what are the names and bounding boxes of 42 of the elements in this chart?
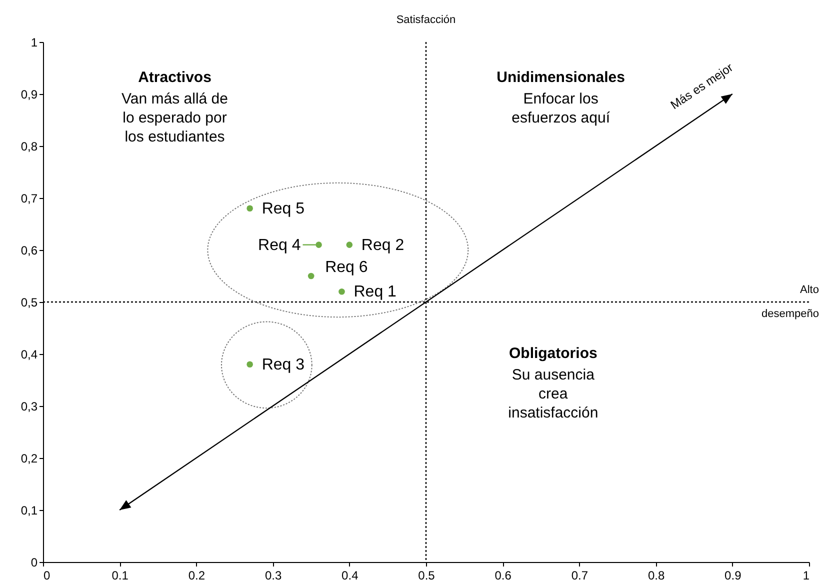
y-tick-label: 0 (30, 556, 38, 570)
y-tick-label: 0,9 (20, 88, 38, 102)
x-tick-label: 0 (44, 568, 50, 582)
y-tick-label: 0,1 (20, 504, 38, 518)
x-tick-label: 0.8 (648, 568, 665, 582)
x-tick-label: 0.1 (112, 568, 129, 582)
y-tick-label: 1 (30, 36, 38, 50)
y-tick-label: 0,8 (20, 140, 38, 154)
annotation: Van más allá de lo esperado por los estudiantes (122, 90, 228, 146)
x-tick-label: 0.6 (494, 568, 512, 582)
point (338, 288, 345, 295)
series-label: Req 6 (325, 259, 368, 276)
legend-label: Req 4 (258, 236, 301, 254)
y-tick-label: 0,5 (20, 296, 38, 310)
annotation: Obligatorios (508, 344, 598, 362)
ref-line-label: Satisfacción (396, 14, 456, 26)
y-tick-label: 0,6 (20, 244, 38, 258)
series-label: Req 1 (354, 284, 397, 301)
point (346, 242, 353, 248)
point (316, 242, 322, 248)
y-tick-label: 0,7 (20, 192, 38, 206)
x-tick-label: 0.4 (342, 568, 359, 582)
y-tick-label: 0,2 (20, 452, 38, 466)
annotation: Su ausencia crea insatisfacción (508, 366, 598, 422)
annotation: Atractivos (138, 68, 212, 86)
x-tick-label: 0.3 (264, 568, 282, 582)
y-tick-label: 0,3 (20, 400, 38, 414)
y-tick-label: 0,4 (20, 348, 38, 362)
point (308, 272, 314, 280)
point (246, 205, 253, 212)
ref-line-label: Alto desempeño (762, 284, 819, 320)
series-label: Req 2 (361, 236, 404, 254)
series-label: Req 5 (262, 200, 305, 218)
x-tick-label: 0.9 (724, 568, 742, 582)
annotation: Enfocar los esfuerzos aquí (512, 90, 611, 126)
x-tick-label: 0.5 (418, 568, 436, 582)
annotation: Unidimensionales (496, 68, 626, 86)
point (246, 361, 253, 368)
series-label: Req 3 (262, 356, 305, 374)
x-tick-label: 0.2 (188, 568, 206, 582)
x-tick-label: 1 (802, 568, 810, 582)
x-tick-label: 0.7 (571, 568, 588, 582)
